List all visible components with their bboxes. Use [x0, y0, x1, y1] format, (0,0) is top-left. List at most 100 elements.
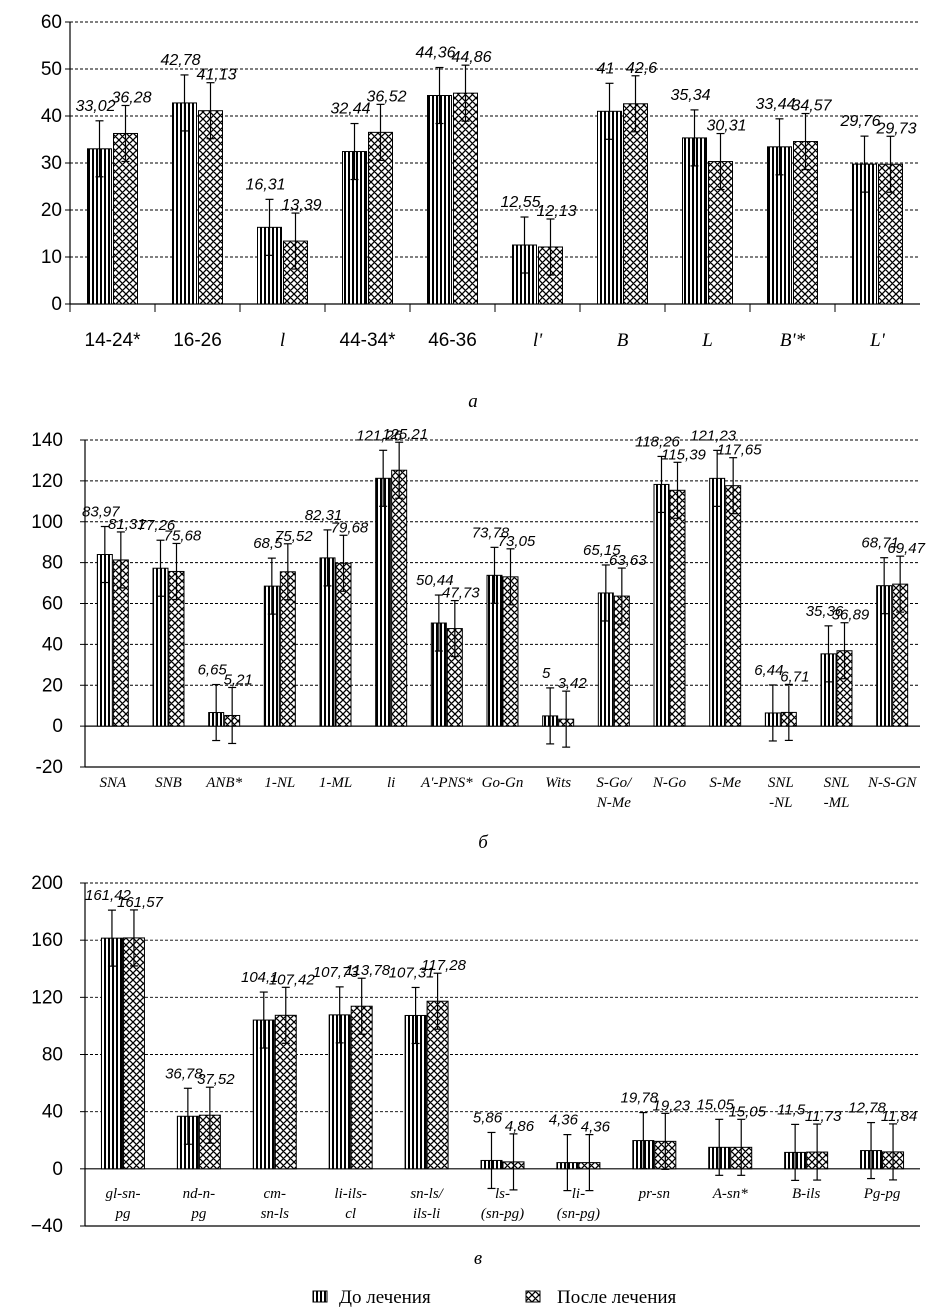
category-label: A-sn* — [712, 1186, 748, 1202]
legend-label-before: До лечения — [339, 1287, 431, 1308]
data-label-after: 4,36 — [581, 1119, 611, 1136]
data-label-before: 121,26 — [356, 427, 403, 444]
category-label: 16-26 — [173, 330, 222, 351]
y-tick-label: 20 — [41, 200, 62, 221]
data-label-after: 5,21 — [224, 671, 253, 688]
data-label-after: 34,57 — [791, 98, 832, 115]
data-label-after: 69,47 — [887, 540, 925, 557]
y-tick-label: 50 — [41, 59, 62, 80]
data-label-before: 5,86 — [473, 1109, 503, 1126]
data-label-after: 11,84 — [881, 1108, 917, 1125]
category-label: ls-(sn-pg) — [481, 1186, 524, 1222]
category-label: 1-NL — [264, 775, 295, 791]
data-label-before: 6,65 — [198, 662, 228, 679]
bar-before — [653, 483, 670, 727]
data-label-after: 13,39 — [281, 197, 321, 214]
category-label: li — [387, 775, 395, 791]
data-label-before: 65,15 — [583, 542, 621, 559]
category-label: B — [617, 330, 629, 351]
legend: До лечения После лечения — [312, 1287, 677, 1308]
data-label-after: 41,13 — [196, 67, 236, 84]
category-label: S-Go/N-Me — [596, 775, 633, 811]
data-label-before: 41 — [597, 60, 615, 77]
category-label: 46-36 — [428, 330, 477, 351]
data-label-after: 36,89 — [832, 607, 870, 624]
category-label: B-ils — [792, 1186, 820, 1202]
category-label: Wits — [545, 775, 571, 791]
category-label: 44-34* — [340, 330, 397, 351]
data-label-before: 11,5 — [777, 1101, 806, 1118]
bar-after — [453, 92, 478, 305]
y-tick-label: 0 — [52, 1159, 63, 1180]
data-label-before: 118,26 — [635, 433, 680, 450]
category-label: 14-24* — [85, 330, 142, 351]
data-label-after: 125,21 — [382, 426, 428, 443]
category-label: l — [280, 330, 285, 351]
data-label-after: 36,52 — [366, 88, 406, 105]
category-label: cm-sn-ls — [261, 1186, 290, 1222]
bar-before — [709, 477, 726, 727]
bar-after — [391, 469, 408, 727]
category-label: SNB — [155, 775, 182, 791]
data-label-before: 83,97 — [82, 504, 120, 521]
data-label-before: 50,44 — [416, 572, 454, 589]
legend-swatch-before — [312, 1290, 328, 1303]
category-label: SNA — [99, 775, 127, 791]
y-tick-label: 40 — [42, 634, 63, 655]
y-tick-label: 20 — [42, 675, 63, 696]
bar-before — [375, 477, 392, 727]
data-label-after: 12,13 — [536, 203, 576, 220]
y-tick-label: 60 — [41, 12, 62, 33]
y-tick-label: 0 — [51, 294, 62, 315]
data-label-before: 35,36 — [806, 603, 844, 620]
bar-after — [368, 131, 393, 305]
category-label: L' — [869, 330, 886, 351]
data-label-after: 37,52 — [197, 1071, 235, 1088]
bar-before — [87, 148, 112, 305]
y-tick-label: 100 — [31, 512, 63, 533]
data-label-before: 4,36 — [549, 1112, 579, 1129]
bar-after — [122, 937, 145, 1170]
bar-after — [623, 103, 648, 305]
category-label: N-S-GN — [867, 775, 917, 791]
data-label-before: 12,78 — [848, 1100, 886, 1117]
data-label-before: 77,26 — [138, 517, 176, 534]
category-label: S-Me — [709, 775, 741, 791]
legend-label-after: После лечения — [557, 1287, 677, 1308]
y-tick-label: 40 — [41, 106, 62, 127]
data-label-before: 33,44 — [755, 96, 795, 113]
data-label-before: 5 — [542, 665, 551, 682]
y-tick-label: 120 — [31, 471, 63, 492]
data-label-before: 36,78 — [165, 1065, 203, 1082]
y-tick-label: 200 — [31, 873, 63, 894]
category-label: l' — [533, 330, 543, 351]
category-label: ANB* — [205, 775, 242, 791]
data-label-after: 44,86 — [451, 49, 491, 66]
y-tick-label: 160 — [31, 930, 63, 951]
data-label-before: 44,36 — [415, 45, 455, 62]
data-label-after: 75,68 — [164, 527, 202, 544]
data-label-after: 161,57 — [117, 894, 164, 911]
data-label-before: 68,5 — [253, 535, 283, 552]
category-label: gl-sn-pg — [105, 1186, 140, 1222]
category-label: B'* — [780, 330, 806, 351]
y-tick-label: 80 — [42, 553, 63, 574]
chart-caption: б — [478, 832, 489, 853]
y-tick-label: 60 — [42, 594, 63, 615]
y-tick-label: 40 — [42, 1102, 63, 1123]
y-tick-label: −40 — [31, 1216, 63, 1237]
category-label: li-ils-cl — [334, 1186, 367, 1222]
category-label: SNL -ML — [824, 775, 850, 811]
data-label-after: 3,42 — [558, 675, 588, 692]
category-label: sn-ls/ils-li — [410, 1186, 444, 1222]
data-label-before: 104,1 — [241, 969, 279, 986]
data-label-before: 107,31 — [389, 964, 435, 981]
bar-before — [172, 102, 197, 305]
data-label-after: 73,05 — [498, 533, 536, 550]
category-label: pr-sn — [638, 1186, 670, 1202]
data-label-before: 15,05 — [696, 1096, 734, 1113]
data-label-after: 42,6 — [626, 60, 657, 77]
